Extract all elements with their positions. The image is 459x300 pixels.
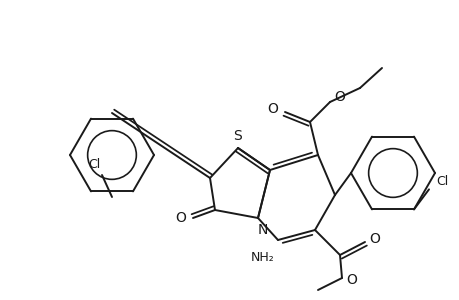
Text: O: O xyxy=(369,232,380,246)
Text: O: O xyxy=(267,102,278,116)
Text: NH₂: NH₂ xyxy=(251,251,274,265)
Text: N: N xyxy=(257,223,268,237)
Text: O: O xyxy=(175,211,186,225)
Text: Cl: Cl xyxy=(88,158,100,172)
Text: O: O xyxy=(346,273,357,287)
Text: S: S xyxy=(233,129,242,143)
Text: O: O xyxy=(334,90,345,104)
Text: Cl: Cl xyxy=(435,175,447,188)
